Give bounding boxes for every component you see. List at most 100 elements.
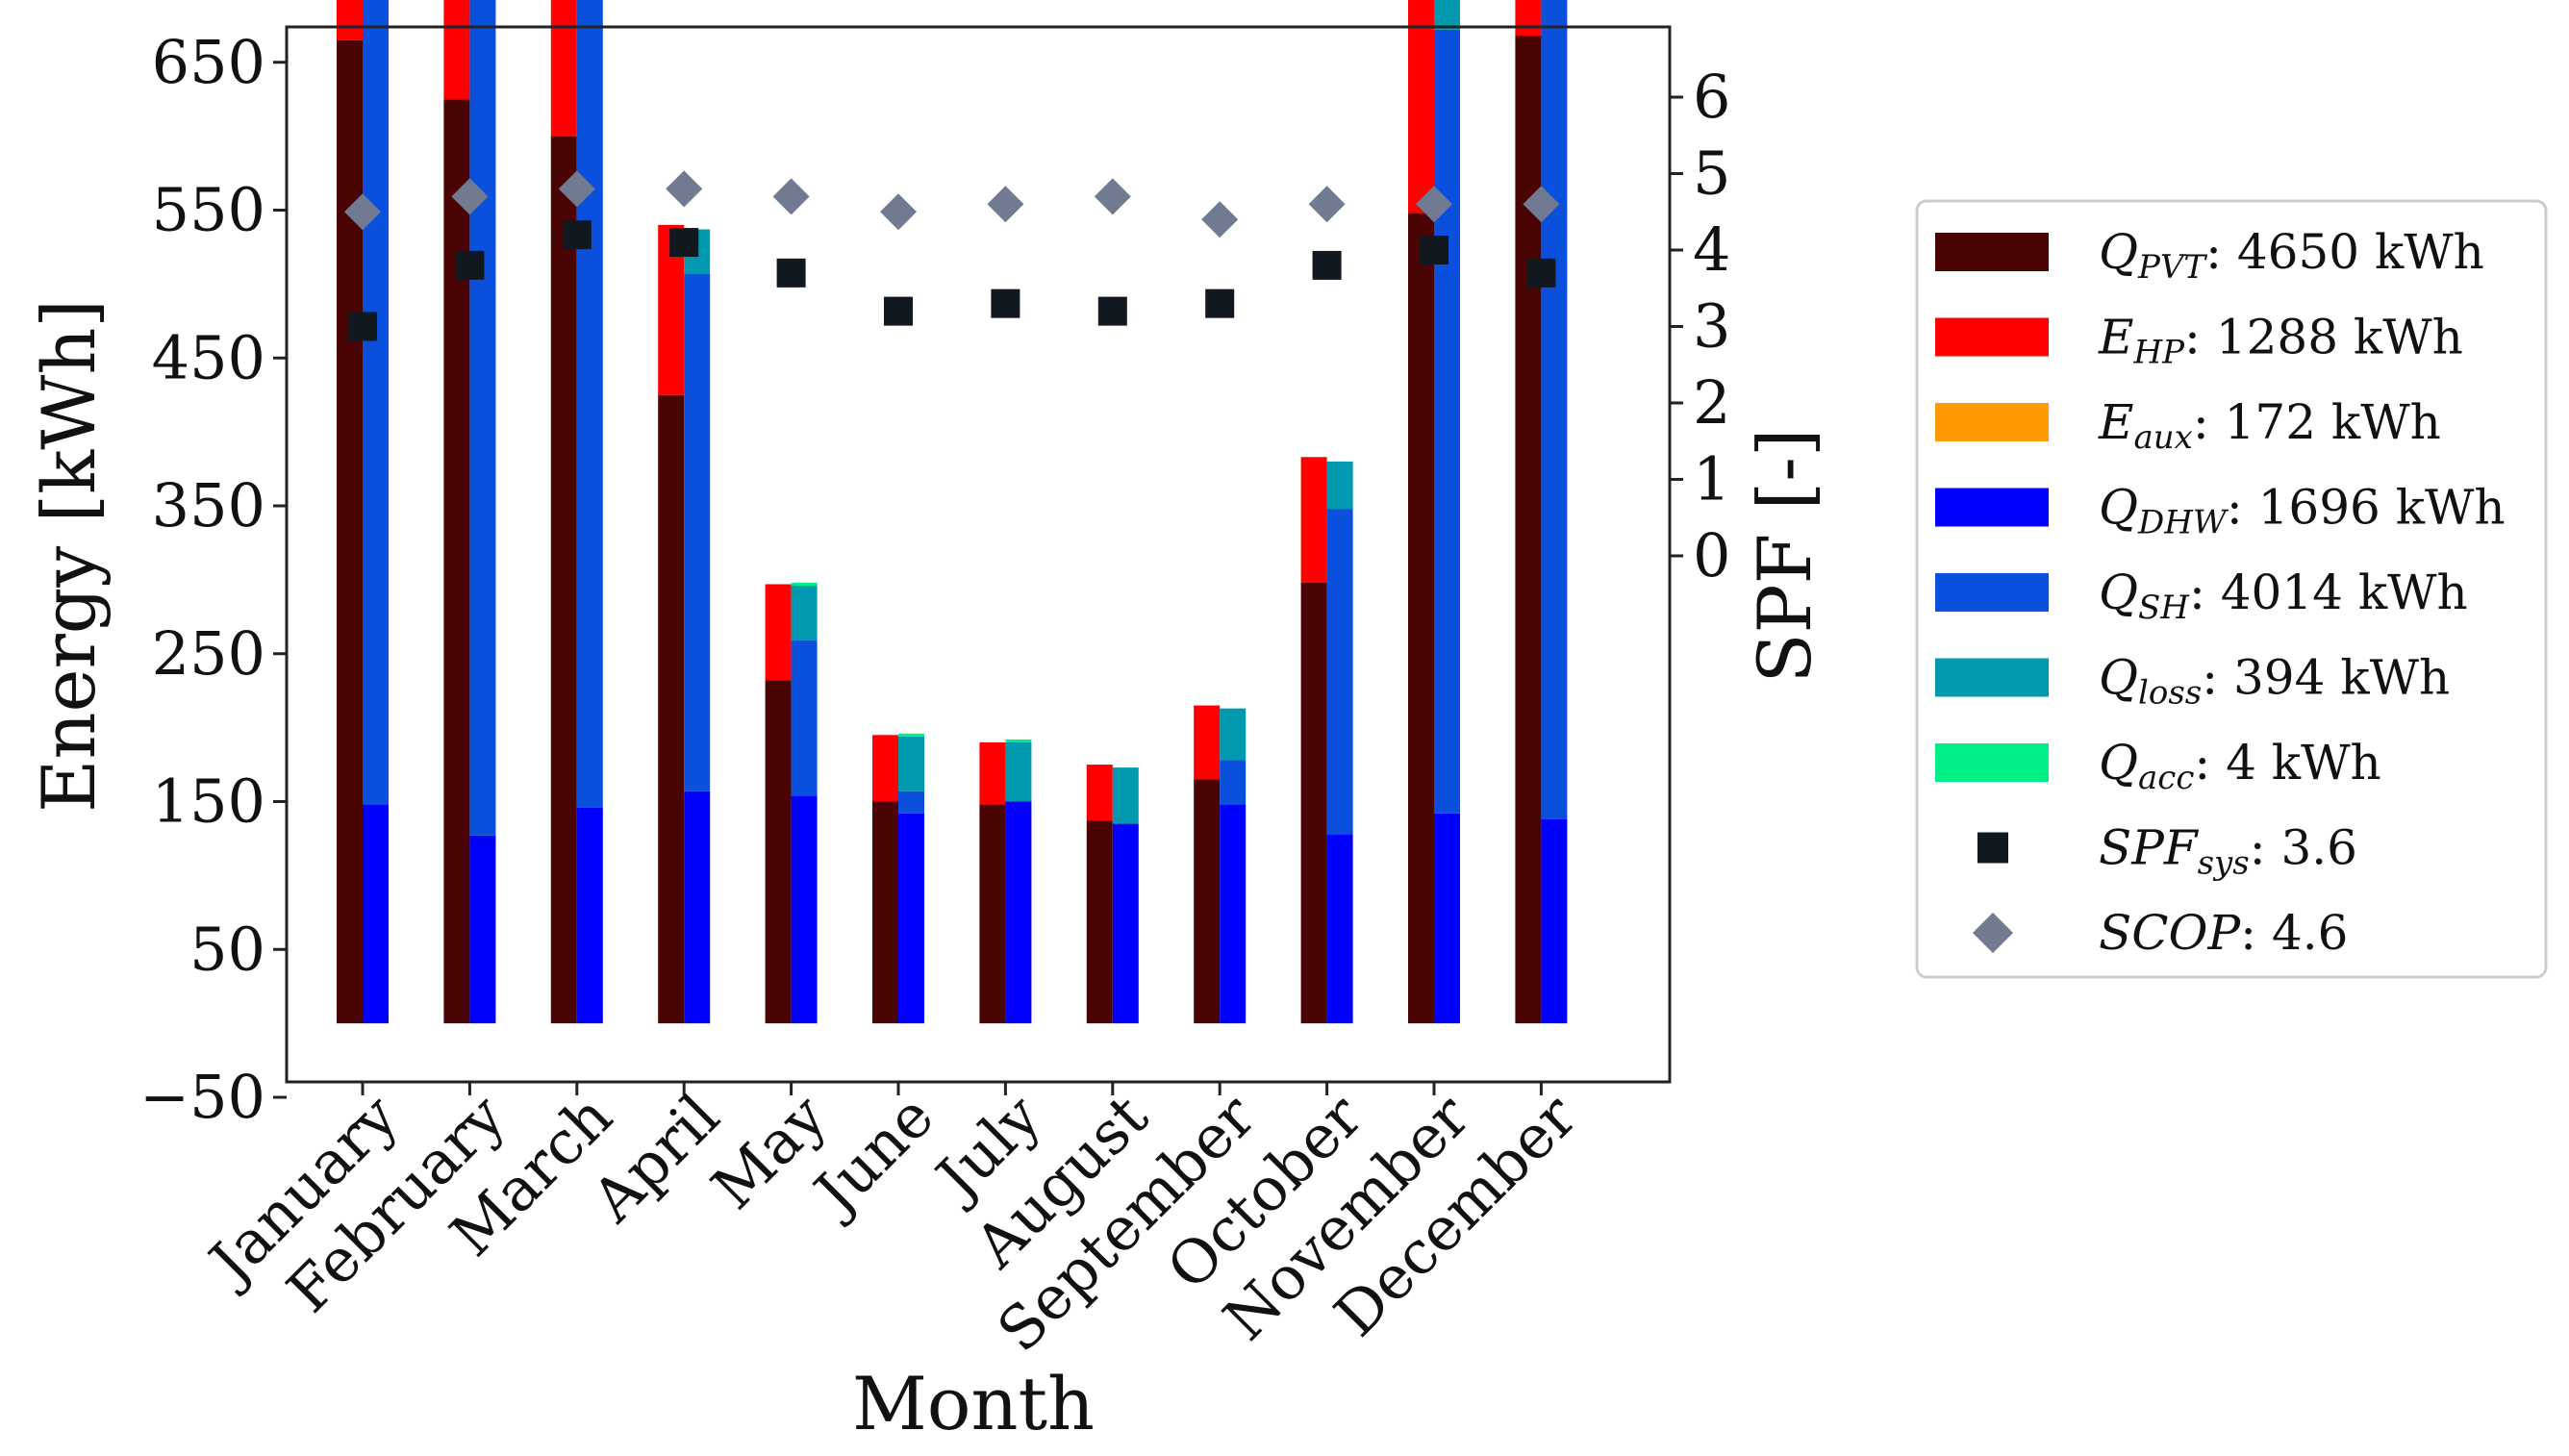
- bar-q-dhw-august: [1112, 823, 1139, 1024]
- bar-q-dhw-october: [1326, 834, 1353, 1024]
- marker-spf-sys-august: [1097, 296, 1127, 326]
- marker-scop-september: [1201, 201, 1239, 238]
- bar-e-hp-july: [979, 742, 1006, 805]
- x-tick-label-may: May: [698, 1081, 840, 1222]
- y2-tick-label: 1: [1693, 444, 1730, 515]
- bar-q-dhw-december: [1541, 818, 1568, 1024]
- legend-q-sh-swatch: [1935, 573, 2049, 612]
- legend-q-dhw-label: QDHW: 1696 kWh: [2099, 480, 2506, 542]
- bar-q-sh-december: [1541, 0, 1568, 819]
- bar-q-dhw-july: [1005, 801, 1032, 1024]
- y-tick-label: 250: [152, 618, 265, 689]
- bar-q-pvt-march: [550, 136, 577, 1024]
- bar-q-loss-september: [1220, 708, 1247, 761]
- marker-spf-sys-april: [669, 228, 699, 258]
- bar-q-dhw-november: [1434, 813, 1460, 1024]
- bar-e-hp-may: [765, 584, 792, 681]
- legend-scop-label: SCOP: 4.6: [2099, 905, 2348, 961]
- marker-scop-june: [880, 193, 917, 231]
- bar-q-pvt-september: [1194, 779, 1221, 1024]
- bar-q-sh-march: [576, 0, 603, 808]
- y2-axis-title: SPF [-]: [1742, 428, 1827, 683]
- marker-scop-november: [1416, 186, 1452, 223]
- bar-q-loss-may: [791, 586, 818, 640]
- bar-q-acc-july: [1005, 739, 1032, 742]
- marker-scop-december: [1523, 186, 1560, 223]
- bar-e-hp-june: [872, 735, 898, 802]
- marker-scop-july: [987, 186, 1024, 223]
- y2-tick-label: 4: [1693, 214, 1730, 285]
- legend-frame: [1915, 199, 2548, 979]
- y-axis-ticks: −505015025035045055065075085095010501150…: [139, 27, 287, 1132]
- bar-q-pvt-july: [979, 804, 1006, 1024]
- bars-layer: [337, 0, 1568, 1024]
- marker-scop-february: [451, 178, 489, 215]
- legend-e-hp-swatch: [1935, 317, 2049, 357]
- y2-tick-label: 0: [1693, 520, 1730, 590]
- marker-spf-sys-september: [1205, 289, 1235, 318]
- legend-e-aux-swatch: [1935, 403, 2049, 441]
- marker-spf-sys-december: [1526, 258, 1556, 288]
- bar-q-pvt-february: [443, 99, 470, 1024]
- y-tick-label: 50: [189, 914, 265, 984]
- legend-q-loss-swatch: [1935, 658, 2049, 697]
- bar-q-pvt-april: [658, 394, 685, 1024]
- marker-scop-april: [666, 170, 703, 208]
- bar-e-hp-december: [1515, 0, 1542, 37]
- bar-q-acc-may: [791, 582, 818, 587]
- legend-spf-sys-swatch: [1977, 832, 2008, 864]
- marker-scop-march: [558, 170, 595, 208]
- bar-q-dhw-june: [898, 813, 924, 1024]
- bar-q-pvt-january: [337, 39, 363, 1024]
- bar-q-sh-november: [1434, 29, 1460, 814]
- y-tick-label: 150: [152, 766, 265, 837]
- legend-q-acc-swatch: [1935, 743, 2049, 782]
- marker-spf-sys-october: [1312, 250, 1342, 280]
- bar-q-dhw-march: [576, 807, 603, 1024]
- bar-q-sh-june: [898, 791, 924, 814]
- x-axis-title: Month: [852, 1361, 1095, 1446]
- bar-q-pvt-june: [872, 801, 898, 1024]
- x-tick-label-april: April: [578, 1081, 733, 1236]
- legend-e-aux-label: Eaux: 172 kWh: [2098, 394, 2441, 457]
- bar-e-hp-october: [1300, 457, 1327, 583]
- bar-q-loss-october: [1326, 461, 1353, 510]
- marker-spf-sys-november: [1420, 236, 1448, 264]
- legend: QPVT: 4650 kWh EHP: 1288 kWh Eaux: 172 kWh…: [1915, 199, 2548, 979]
- bar-q-pvt-august: [1086, 820, 1113, 1024]
- bar-q-dhw-may: [791, 795, 818, 1024]
- marker-scop-august: [1094, 178, 1131, 215]
- bar-q-dhw-april: [684, 791, 711, 1024]
- legend-q-loss-label: Qloss: 394 kWh: [2099, 650, 2450, 713]
- marker-spf-sys-june: [884, 296, 913, 326]
- marker-scop-january: [344, 193, 381, 231]
- y2-tick-label: 2: [1693, 367, 1730, 438]
- bar-e-hp-september: [1194, 705, 1221, 780]
- y-tick-label: 650: [152, 27, 265, 97]
- y2-tick-label: 5: [1693, 138, 1730, 209]
- legend-scop-swatch: [1973, 913, 2013, 953]
- bar-e-hp-february: [443, 0, 470, 100]
- bar-q-pvt-october: [1300, 582, 1327, 1024]
- bar-q-acc-june: [898, 733, 924, 737]
- legend-q-acc-label: Qacc: 4 kWh: [2099, 735, 2381, 797]
- y2-tick-label: 6: [1693, 62, 1730, 132]
- x-axis-ticks: JanuaryFebruaryMarchAprilMayJuneJulyAugu…: [192, 1081, 1591, 1366]
- marker-spf-sys-march: [562, 220, 592, 250]
- bar-q-sh-september: [1220, 760, 1247, 805]
- marker-spf-sys-may: [776, 258, 806, 288]
- bar-q-sh-february: [469, 0, 496, 836]
- bar-q-dhw-january: [363, 804, 389, 1024]
- y-tick-label: 550: [152, 175, 265, 245]
- bar-q-loss-july: [1005, 742, 1032, 802]
- bar-e-hp-november: [1408, 0, 1434, 213]
- bar-q-sh-january: [363, 0, 389, 805]
- bar-e-hp-august: [1086, 765, 1113, 821]
- y-axis-title: Energy [kWh]: [26, 299, 112, 813]
- bar-q-dhw-february: [469, 835, 496, 1024]
- bar-q-pvt-november: [1408, 213, 1434, 1024]
- bar-q-sh-october: [1326, 509, 1353, 835]
- legend-q-dhw-swatch: [1935, 488, 2049, 527]
- bar-q-sh-may: [791, 640, 818, 796]
